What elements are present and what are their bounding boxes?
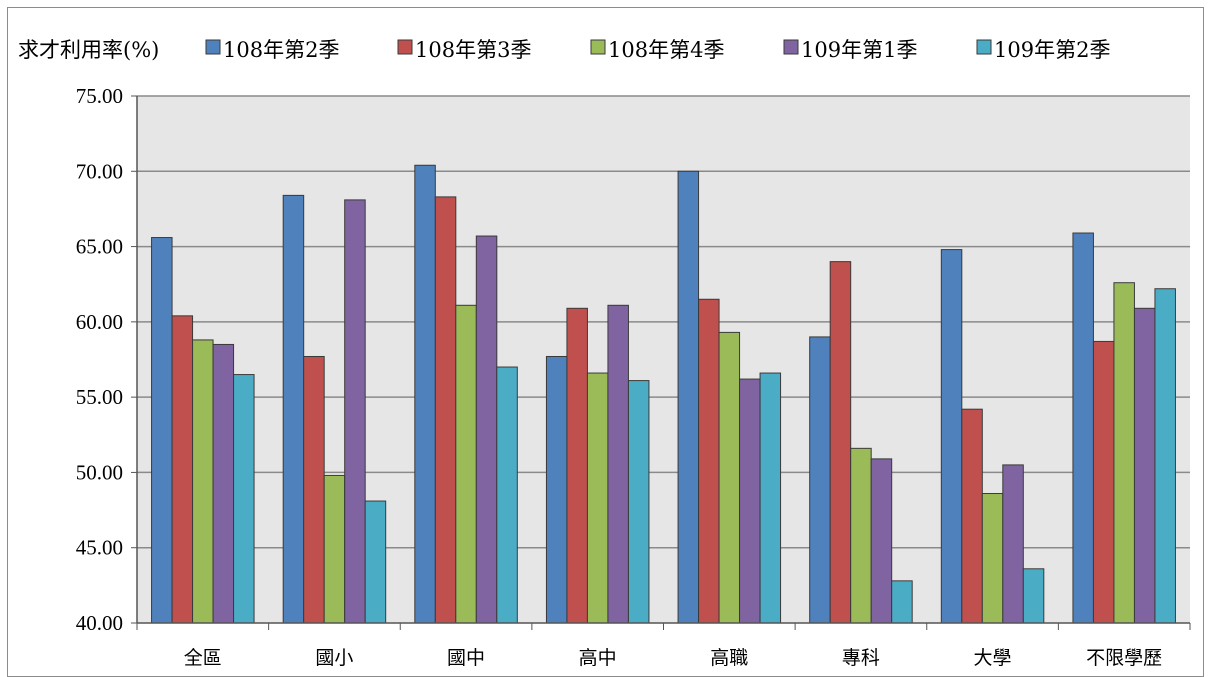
bar <box>739 378 761 624</box>
bar <box>1002 464 1024 624</box>
bar <box>586 372 609 624</box>
bar <box>455 304 477 624</box>
bar <box>870 458 893 624</box>
bar <box>718 331 741 624</box>
bar <box>759 372 782 624</box>
bar <box>607 304 629 624</box>
x-category-label: 全區 <box>184 647 222 669</box>
legend-swatch <box>590 39 606 55</box>
bar <box>698 298 720 624</box>
bar <box>891 580 913 624</box>
x-category-label: 國中 <box>447 647 485 669</box>
bar <box>171 315 194 624</box>
bar <box>364 500 387 624</box>
x-category-label: 高中 <box>579 647 617 669</box>
bar <box>627 380 650 624</box>
bar <box>940 249 963 624</box>
x-category-label: 專科 <box>842 647 880 669</box>
x-category-label: 國小 <box>315 647 353 669</box>
x-category-label: 大學 <box>974 647 1012 669</box>
bar <box>566 307 588 624</box>
y-tick-label: 70.00 <box>76 159 123 183</box>
bar <box>1154 288 1176 624</box>
bar <box>233 374 255 624</box>
y-axis-label: 求才利用率(%) <box>18 38 159 62</box>
y-tick-label: 60.00 <box>76 310 123 334</box>
bar <box>545 355 568 624</box>
y-tick-label: 75.00 <box>76 84 123 108</box>
legend-swatch <box>783 39 799 55</box>
bar <box>1113 282 1135 624</box>
bar <box>212 343 235 624</box>
bar <box>829 261 852 624</box>
bar <box>344 199 366 624</box>
bar <box>414 164 436 624</box>
bar <box>475 235 498 624</box>
bar <box>303 355 325 624</box>
x-category-label: 高職 <box>710 647 748 669</box>
bar <box>1072 232 1094 624</box>
bar <box>961 408 983 624</box>
bar <box>677 170 700 624</box>
legend-swatch <box>976 39 992 55</box>
bar <box>323 474 346 624</box>
bar <box>1133 307 1156 624</box>
bar <box>1092 340 1115 624</box>
legend-entry: 109年第1季 <box>801 38 917 62</box>
legend-entry: 108年第4季 <box>608 38 724 62</box>
bar <box>434 196 457 624</box>
y-tick-label: 65.00 <box>76 235 123 259</box>
legend-entry: 108年第3季 <box>415 38 531 62</box>
bar <box>282 194 305 624</box>
bar <box>151 237 173 624</box>
y-tick-label: 55.00 <box>76 385 123 409</box>
y-tick-label: 40.00 <box>76 611 123 635</box>
bar <box>809 336 831 624</box>
legend-swatch <box>397 39 413 55</box>
bar <box>850 447 872 624</box>
y-tick-label: 45.00 <box>76 536 123 560</box>
legend-swatch <box>205 39 221 55</box>
bar <box>981 493 1004 624</box>
legend-entry: 109年第2季 <box>994 38 1110 62</box>
bar <box>192 339 214 624</box>
bar <box>1022 568 1045 624</box>
legend-entry: 108年第2季 <box>223 38 339 62</box>
y-tick-label: 50.00 <box>76 460 123 484</box>
x-category-label: 不限學歷 <box>1086 647 1162 669</box>
bar <box>496 366 518 624</box>
